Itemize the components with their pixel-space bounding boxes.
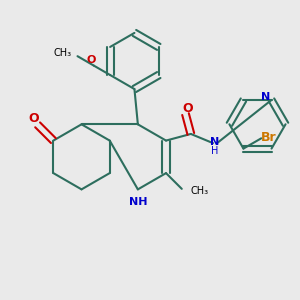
Text: H: H xyxy=(211,146,218,156)
Text: Br: Br xyxy=(261,131,277,144)
Text: NH: NH xyxy=(129,197,147,207)
Text: O: O xyxy=(28,112,39,125)
Text: CH₃: CH₃ xyxy=(190,186,208,196)
Text: O: O xyxy=(182,103,193,116)
Text: N: N xyxy=(210,137,219,147)
Text: CH₃: CH₃ xyxy=(53,48,71,58)
Text: O: O xyxy=(86,56,96,65)
Text: N: N xyxy=(261,92,270,102)
